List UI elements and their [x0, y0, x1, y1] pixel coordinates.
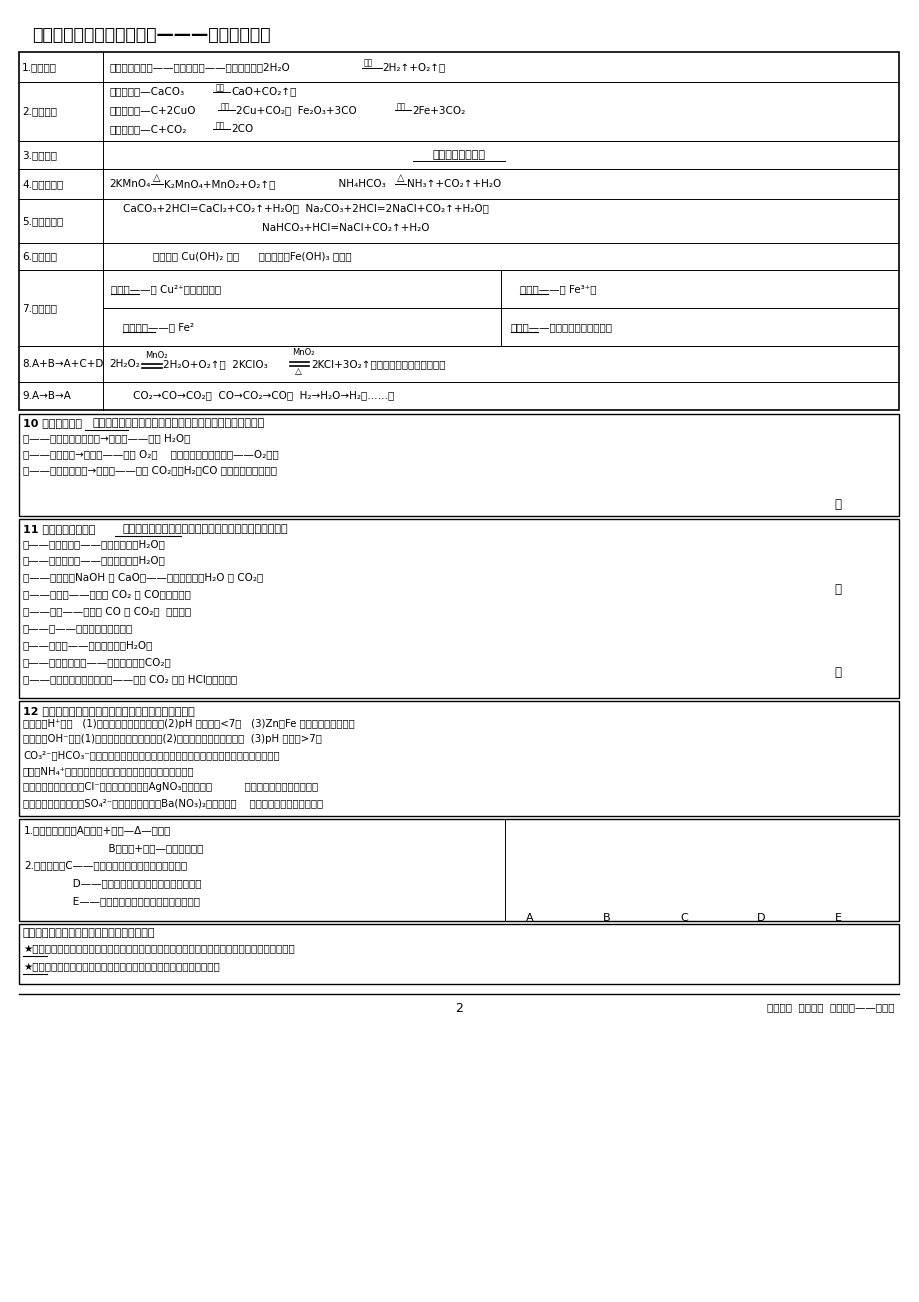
Text: CaO+CO₂↑；: CaO+CO₂↑； — [231, 87, 296, 96]
Bar — [19, 700, 898, 816]
Bar — [19, 414, 898, 516]
Text: C: C — [679, 913, 687, 923]
Text: 2KCl+3O₂↑。【催化剂：一变两不变】: 2KCl+3O₂↑。【催化剂：一变两不变】 — [311, 359, 446, 368]
Text: 2.高温条件: 2.高温条件 — [22, 107, 57, 116]
Text: 丙——氢氧化钠溶液——除去（吸收）CO₂；: 丙——氢氧化钠溶液——除去（吸收）CO₂； — [23, 658, 172, 667]
Text: ★灼烧后，用手挤压灰烬，易碎的是天然纤维，捏不碎的是合成纤维。: ★灼烧后，用手挤压灰烬，易碎的是天然纤维，捏不碎的是合成纤维。 — [23, 962, 220, 973]
Text: 12 其他单质、氧化物、酸、碱、盐、纤维的检验方法：: 12 其他单质、氧化物、酸、碱、盐、纤维的检验方法： — [23, 706, 195, 716]
Text: 碱溶液（OH⁻）：(1)紫色石蕊试液【变蓝】；(2)无色酚酞试液【变红】；  (3)pH 试纸【>7】: 碱溶液（OH⁻）：(1)紫色石蕊试液【变蓝】；(2)无色酚酞试液【变红】； (3… — [23, 734, 322, 745]
Text: 2Cu+CO₂；  Fe₂O₃+3CO: 2Cu+CO₂； Fe₂O₃+3CO — [236, 105, 357, 116]
Text: CaCO₃+2HCl=CaCl₂+CO₂↑+H₂O；  Na₂CO₃+2HCl=2NaCl+CO₂↑+H₂O；: CaCO₃+2HCl=CaCl₂+CO₂↑+H₂O； Na₂CO₃+2HCl=2… — [123, 203, 488, 214]
Text: 高温: 高温 — [220, 103, 229, 112]
Text: 甲——无水硫酸铜——除去（吸收）H₂O；: 甲——无水硫酸铜——除去（吸收）H₂O； — [23, 539, 165, 548]
Text: E——向上排气法【气体密度比空气大】。: E——向上排气法【气体密度比空气大】。 — [24, 896, 199, 906]
Text: 乙——氧化铜——除去中 CO₂ 的 CO；【转化】: 乙——氧化铜——除去中 CO₂ 的 CO；【转化】 — [23, 590, 190, 599]
Text: 丙——碳酸钠或碳酸氢钠溶液——除去 CO₂ 中的 HCl；【转化】: 丙——碳酸钠或碳酸氢钠溶液——除去 CO₂ 中的 HCl；【转化】 — [23, 674, 237, 684]
Text: 乙——碳粉——除去中 CO 的 CO₂；  【转化】: 乙——碳粉——除去中 CO 的 CO₂； 【转化】 — [23, 607, 191, 616]
Text: 3.点燃条件: 3.点燃条件 — [22, 150, 57, 160]
Text: 甲——碱石灰【NaOH 和 CaO】——除去（吸收）H₂O 和 CO₂；: 甲——碱石灰【NaOH 和 CaO】——除去（吸收）H₂O 和 CO₂； — [23, 573, 263, 582]
Text: 9.A→B→A: 9.A→B→A — [22, 391, 71, 401]
Text: 2KMnO₄: 2KMnO₄ — [109, 178, 151, 189]
Text: NaHCO₃+HCl=NaCl+CO₂↑+H₂O: NaHCO₃+HCl=NaCl+CO₂↑+H₂O — [262, 223, 429, 233]
Bar — [19, 519, 898, 698]
Text: 一物变二物—CaCO₃: 一物变二物—CaCO₃ — [109, 87, 184, 96]
Text: A: A — [525, 913, 533, 923]
Text: 丙: 丙 — [834, 665, 840, 678]
Text: NH₃↑+CO₂↑+H₂O: NH₃↑+CO₂↑+H₂O — [407, 178, 501, 189]
Text: D: D — [756, 913, 765, 923]
Text: 4.一物变三物: 4.一物变三物 — [22, 178, 63, 189]
Text: 丙——浓硫酸——除去（吸收）H₂O；: 丙——浓硫酸——除去（吸收）H₂O； — [23, 641, 153, 650]
Text: K₂MnO₄+MnO₂+O₂↑；: K₂MnO₄+MnO₂+O₂↑； — [164, 178, 275, 189]
Text: 酸溶液（H⁺）：   (1)紫色石蕊试液【变红】；(2)pH 试纸；【<7】   (3)Zn、Fe 等活泼金属【气泡】: 酸溶液（H⁺）： (1)紫色石蕊试液【变红】；(2)pH 试纸；【<7】 (3)… — [23, 719, 355, 729]
Text: E: E — [834, 913, 841, 923]
Text: CO₂→CO→CO₂；  CO→CO₂→CO；  H₂→H₂O→H₂；……。: CO₂→CO→CO₂； CO→CO₂→CO； H₂→H₂O→H₂；……。 — [133, 391, 394, 401]
Text: 二物变二物—C+2CuO: 二物变二物—C+2CuO — [109, 105, 196, 116]
Text: 甲——无水硫酸铜【白色→蓝色】——检验 H₂O；: 甲——无水硫酸铜【白色→蓝色】——检验 H₂O； — [23, 434, 190, 444]
Text: 变浅绿色——含 Fe²: 变浅绿色——含 Fe² — [123, 322, 194, 332]
Text: 2H₂O+O₂↑；  2KClO₃: 2H₂O+O₂↑； 2KClO₃ — [163, 359, 267, 368]
Text: 氢氧化铜 Cu(OH)₂ 蓝色      氢氧化铁：Fe(OH)₃ 红棕色: 氢氧化铜 Cu(OH)₂ 蓝色 氢氧化铁：Fe(OH)₃ 红棕色 — [153, 251, 351, 262]
Text: 高温: 高温 — [396, 103, 405, 112]
Text: △: △ — [396, 173, 403, 184]
Text: 盐酸及可溶性氯化物（Cl⁻）：硝酸银溶液（AgNO₃）和稀硝酸          【白色沉淀不溶于稀硝酸】: 盐酸及可溶性氯化物（Cl⁻）：硝酸银溶液（AgNO₃）和稀硝酸 【白色沉淀不溶于… — [23, 783, 318, 792]
Text: CO₃²⁻或HCO₃⁻：稀盐酸和澄清石灰水。【加盐酸产生气泡，通入澄清石灰水变浑浊】: CO₃²⁻或HCO₃⁻：稀盐酸和澄清石灰水。【加盐酸产生气泡，通入澄清石灰水变浑… — [23, 750, 279, 760]
Text: 11 气体的除杂装置：: 11 气体的除杂装置： — [23, 523, 96, 534]
Text: 高温: 高温 — [215, 121, 224, 130]
Text: 二物变一物—C+CO₂: 二物变一物—C+CO₂ — [109, 125, 187, 134]
Text: 乙: 乙 — [834, 583, 840, 596]
Text: 丙——石灰水【澄清→浑浊】——检验 CO₂。【H₂、CO 可先转化，后检验】: 丙——石灰水【澄清→浑浊】——检验 CO₂。【H₂、CO 可先转化，后检验】 — [23, 465, 277, 475]
Text: △: △ — [294, 367, 301, 376]
Text: MnO₂: MnO₂ — [144, 352, 167, 361]
Text: 2Fe+3CO₂: 2Fe+3CO₂ — [412, 105, 465, 116]
Text: 变红色——石蕊遇酸、酚酞遇碱。: 变红色——石蕊遇酸、酚酞遇碱。 — [510, 322, 612, 332]
Text: ★灼烧时，有烧焦羽毛气味的是动物纤维（毛、丝）；无烧焦羽毛气味的是植物纤维（棉、麻）。: ★灼烧时，有烧焦羽毛气味的是动物纤维（毛、丝）；无烧焦羽毛气味的是植物纤维（棉、… — [23, 944, 294, 954]
Text: 三、常见物质及溶液的颜色———推断题的题眼: 三、常见物质及溶液的颜色———推断题的题眼 — [32, 26, 270, 44]
Text: 2CO: 2CO — [231, 125, 253, 134]
Text: 5.二物变三物: 5.二物变三物 — [22, 216, 63, 225]
Text: 7.溶液变色: 7.溶液变色 — [22, 303, 57, 314]
Text: 通电: 通电 — [364, 59, 373, 68]
Text: 高温: 高温 — [215, 83, 224, 92]
Text: 【除去多种气体时，先除去其他气体，最后除去水蒸气】: 【除去多种气体时，先除去其他气体，最后除去水蒸气】 — [122, 523, 288, 534]
Text: △: △ — [153, 173, 160, 184]
Text: 【检验混合气体成分时，先检验水蒸气，后检验其他气体】: 【检验混合气体成分时，先检验水蒸气，后检验其他气体】 — [92, 418, 265, 428]
Text: 1.通电条件: 1.通电条件 — [22, 61, 57, 72]
Text: 2: 2 — [455, 1001, 462, 1014]
Text: 反应物之一是氧气: 反应物之一是氧气 — [432, 150, 485, 160]
Text: 甲: 甲 — [834, 497, 840, 510]
Text: 动物纤维、植物纤维以及合成纤维的鉴别方法: 动物纤维、植物纤维以及合成纤维的鉴别方法 — [23, 928, 155, 939]
Text: 10 气体的检验：: 10 气体的检验： — [23, 418, 82, 428]
Text: 甲——无水氯化钙——除去（吸收）H₂O；: 甲——无水氯化钙——除去（吸收）H₂O； — [23, 556, 165, 565]
Text: 变蓝色——含 Cu²⁺、石蕊遇碱；: 变蓝色——含 Cu²⁺、石蕊遇碱； — [111, 284, 221, 294]
Text: NH₄HCO₃: NH₄HCO₃ — [332, 178, 385, 189]
Text: B：固体+液体—气体【常温】: B：固体+液体—气体【常温】 — [24, 842, 203, 853]
Text: 硫酸及可溶性硫酸盐（SO₄²⁻）：硝酸钡溶液【Ba(NO₃)₂】和稀硝酸    【白色沉淀不溶于稀硝酸】: 硫酸及可溶性硫酸盐（SO₄²⁻）：硝酸钡溶液【Ba(NO₃)₂】和稀硝酸 【白色… — [23, 798, 323, 809]
Text: 铵盐（NH₄⁺）：与熟石灰混和、研磨，有刺激性的氨味产生: 铵盐（NH₄⁺）：与熟石灰混和、研磨，有刺激性的氨味产生 — [23, 767, 195, 776]
Text: 2H₂↑+O₂↑】: 2H₂↑+O₂↑】 — [382, 61, 446, 72]
Text: 好好学习  喜爱学习  快乐生活——冯老师: 好好学习 喜爱学习 快乐生活——冯老师 — [766, 1001, 893, 1012]
Text: MnO₂: MnO₂ — [292, 349, 314, 358]
Text: 1.气体发生装置：A：固体+固体—Δ—气体；: 1.气体发生装置：A：固体+固体—Δ—气体； — [24, 825, 171, 835]
Text: 8.A+B→A+C+D: 8.A+B→A+C+D — [22, 359, 103, 368]
Text: 电解水【反应物——水，生成物——氢气和氧气。2H₂O: 电解水【反应物——水，生成物——氢气和氧气。2H₂O — [109, 61, 289, 72]
Bar — [19, 819, 898, 922]
Text: 乙——铜——除去（吸收）氧气；: 乙——铜——除去（吸收）氧气； — [23, 624, 133, 633]
Text: 乙——铜【红色→黑色】——检验 O₂；    【另：带火星木条复燃——O₂。】: 乙——铜【红色→黑色】——检验 O₂； 【另：带火星木条复燃——O₂。】 — [23, 449, 278, 460]
Text: D——向下排气法【气体密度比空气小】；: D——向下排气法【气体密度比空气小】； — [24, 879, 201, 888]
Text: 2H₂O₂: 2H₂O₂ — [109, 359, 140, 368]
Text: 2.收集装置：C——排水法【气体不易或难溶于水】；: 2.收集装置：C——排水法【气体不易或难溶于水】； — [24, 861, 187, 871]
Bar — [19, 924, 898, 984]
Bar — [19, 52, 898, 410]
Text: B: B — [602, 913, 610, 923]
Text: 6.有色沉淀: 6.有色沉淀 — [22, 251, 57, 262]
Text: 变黄色——含 Fe³⁺；: 变黄色——含 Fe³⁺； — [520, 284, 596, 294]
